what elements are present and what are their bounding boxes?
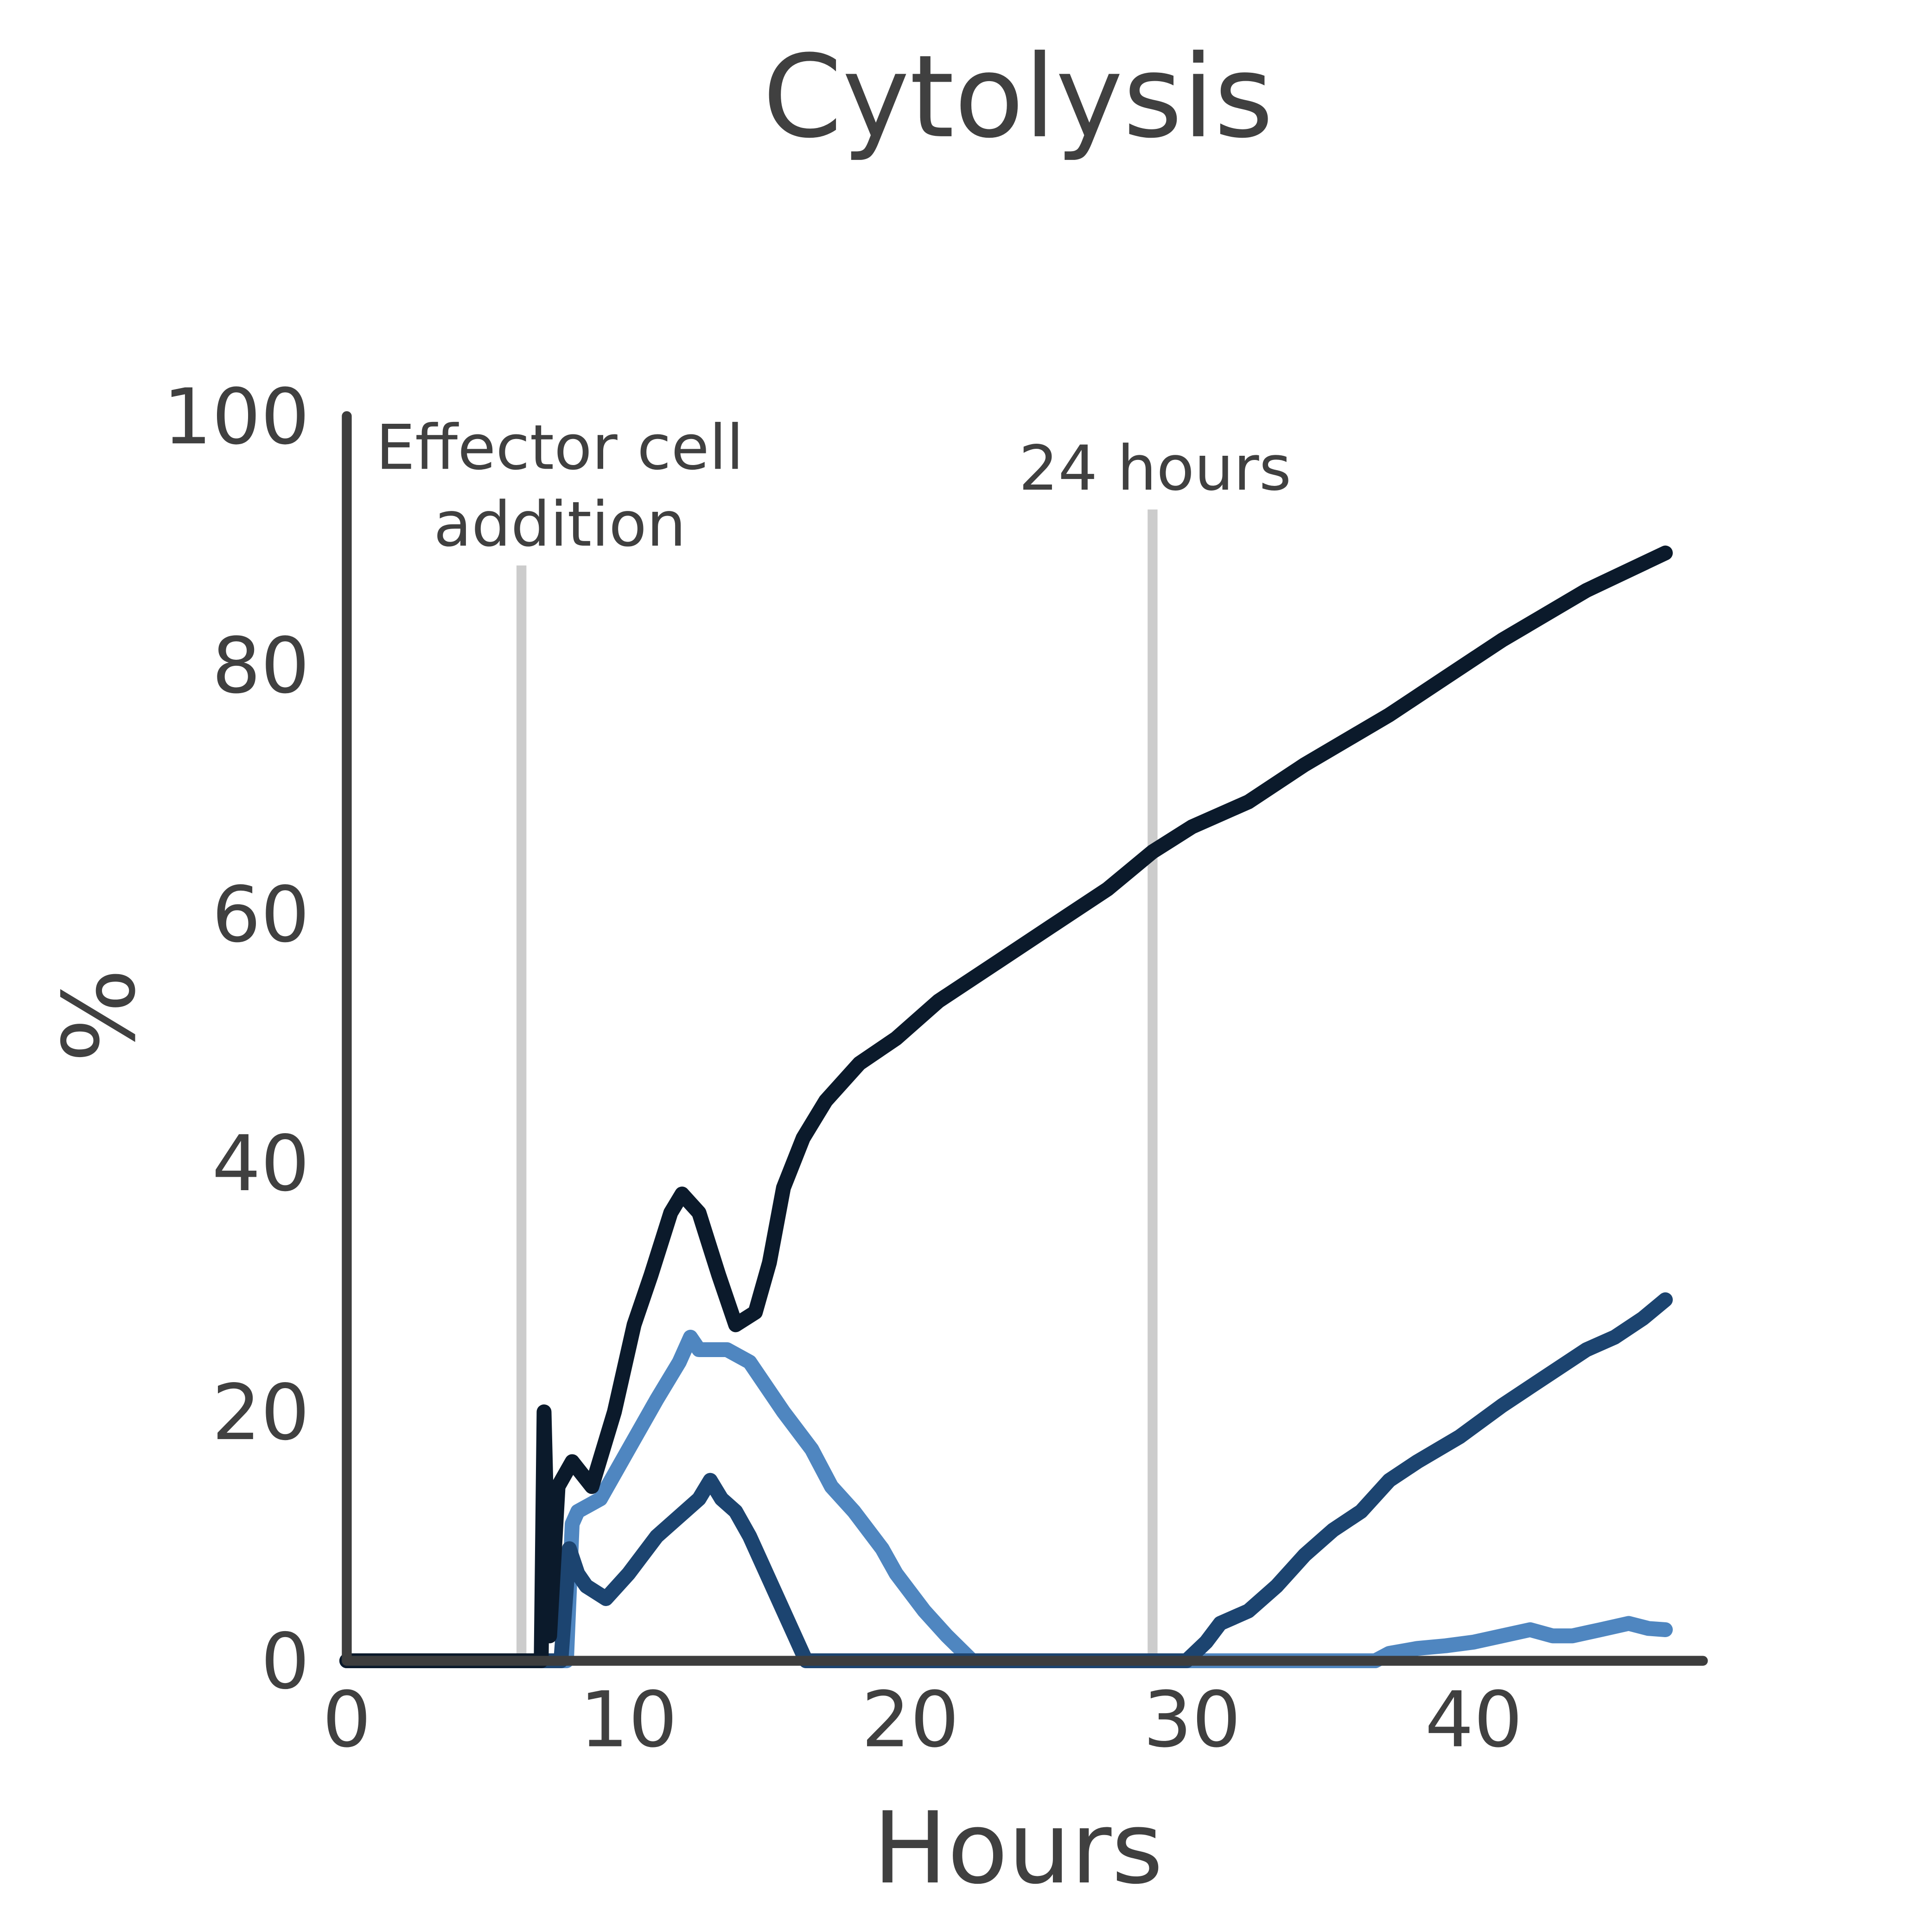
x-tick-label: 20 (861, 1675, 959, 1765)
series-line-2 (339, 545, 1673, 1669)
y-tick-label: 40 (212, 1119, 310, 1209)
annotation-label: addition (434, 489, 686, 561)
x-tick-label: 10 (580, 1675, 677, 1765)
annotation-label: 24 hours (1019, 433, 1291, 504)
chart-title: Cytolysis (763, 31, 1274, 163)
y-tick-label: 100 (163, 372, 310, 462)
x-tick-label: 0 (322, 1675, 371, 1765)
y-tick-label: 0 (261, 1617, 309, 1707)
x-axis-label: Hours (873, 1791, 1163, 1906)
y-axis-label: % (42, 969, 157, 1063)
y-tick-label: 80 (212, 621, 310, 711)
annotation-label: Effector cell (376, 412, 744, 484)
y-tick-label: 20 (212, 1368, 310, 1458)
series-group (339, 545, 1673, 1669)
x-tick-label: 30 (1143, 1675, 1241, 1765)
tick-labels: 0 10 20 30 40 0 20 40 60 80 100 (163, 372, 1523, 1765)
series-line-0 (339, 1330, 1673, 1669)
x-tick-label: 40 (1425, 1675, 1523, 1765)
y-tick-label: 60 (212, 870, 310, 960)
